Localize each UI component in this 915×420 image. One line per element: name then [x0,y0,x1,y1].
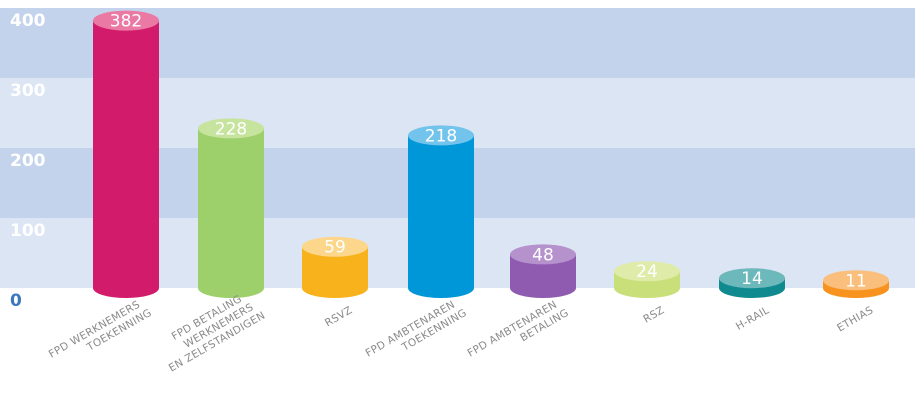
y-tick-label: 400 [10,11,46,31]
value-label: 382 [110,12,142,32]
cylinder: 59 [302,236,368,298]
x-tick-label: RSVZ [323,304,355,329]
cylinder-top [719,268,785,289]
cylinder: 228 [198,118,264,298]
cylinder: 14 [719,268,785,298]
value-label: 48 [532,245,554,265]
cylinder: 48 [510,244,576,298]
y-tick-label: 100 [10,221,46,241]
cylinder-top [510,244,576,265]
cylinder: 24 [614,261,680,298]
x-tick-label: H-RAIL [734,304,772,333]
cylinder-top [408,125,474,146]
x-tick-label-line: RSZ [641,304,666,325]
x-tick-label: FPD WERKNEMERSTOEKENNING [47,296,154,372]
value-label: 11 [845,271,867,291]
value-label: 24 [636,262,658,282]
cylinder-top [198,118,264,139]
y-tick-label: 200 [10,151,46,171]
x-tick-label-line: H-RAIL [734,304,772,333]
cylinder-top [302,236,368,257]
value-label: 14 [741,269,763,289]
x-tick-label: ETHIAS [835,304,875,334]
y-tick-label: 0 [10,291,22,311]
y-tick-label: 300 [10,81,46,101]
value-label: 59 [324,238,346,258]
bar [408,135,474,288]
x-tick-label: FPD BETALINGWERKNEMERSEN ZELFSTANDIGEN [154,287,268,375]
cylinder: 218 [408,125,474,298]
value-label: 218 [425,126,457,146]
value-label: 228 [215,119,247,139]
cylinder: 382 [93,10,159,298]
cylinder-top [614,261,680,282]
x-tick-label-line: RSVZ [323,304,355,329]
x-tick-label-line: ETHIAS [835,304,875,334]
cylinder-top [93,10,159,31]
bar [93,20,159,288]
cylinder-top [823,270,889,291]
cylinder: 11 [823,270,889,298]
x-tick-label: FPD AMBTENARENTOEKENNING [364,296,469,371]
x-tick-label: RSZ [641,304,666,325]
bar [198,128,264,288]
x-tick-label: FPD AMBTENARENBETALING [466,296,571,371]
